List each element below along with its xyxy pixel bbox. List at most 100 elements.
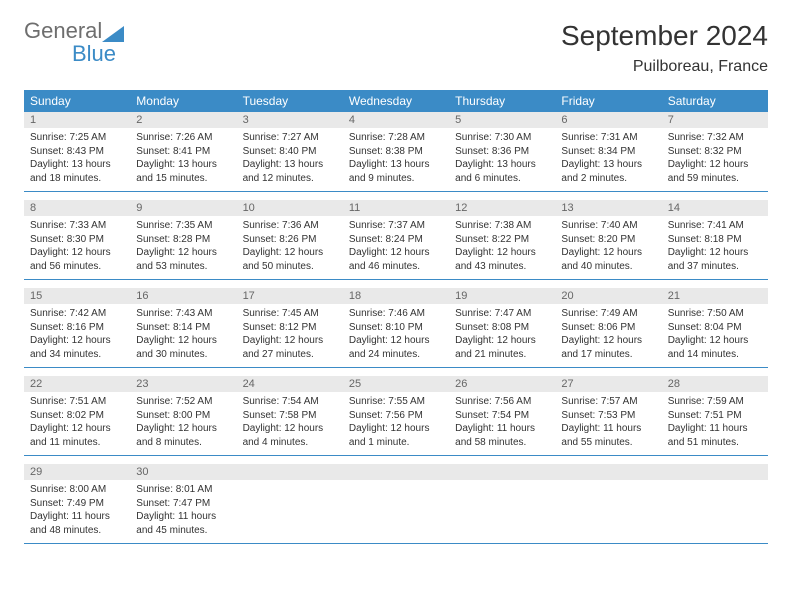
sunrise-text: Sunrise: 8:00 AM bbox=[30, 483, 124, 497]
daylight-text: Daylight: 12 hours and 37 minutes. bbox=[668, 246, 762, 273]
day-number: 27 bbox=[555, 376, 661, 392]
header: General Blue September 2024 Puilboreau, … bbox=[24, 20, 768, 76]
day-cell: 29Sunrise: 8:00 AMSunset: 7:49 PMDayligh… bbox=[24, 464, 130, 543]
day-cell: 23Sunrise: 7:52 AMSunset: 8:00 PMDayligh… bbox=[130, 376, 236, 455]
day-number: 22 bbox=[24, 376, 130, 392]
day-cell bbox=[343, 464, 449, 543]
week-row: 15Sunrise: 7:42 AMSunset: 8:16 PMDayligh… bbox=[24, 288, 768, 368]
daylight-text: Daylight: 13 hours and 2 minutes. bbox=[561, 158, 655, 185]
sunrise-text: Sunrise: 7:25 AM bbox=[30, 131, 124, 145]
day-cell: 16Sunrise: 7:43 AMSunset: 8:14 PMDayligh… bbox=[130, 288, 236, 367]
day-number: 30 bbox=[130, 464, 236, 480]
day-body: Sunrise: 7:59 AMSunset: 7:51 PMDaylight:… bbox=[662, 392, 768, 455]
day-body: Sunrise: 7:30 AMSunset: 8:36 PMDaylight:… bbox=[449, 128, 555, 191]
day-number: 15 bbox=[24, 288, 130, 304]
weekday-header-row: Sunday Monday Tuesday Wednesday Thursday… bbox=[24, 90, 768, 112]
sunrise-text: Sunrise: 7:49 AM bbox=[561, 307, 655, 321]
day-body: Sunrise: 7:27 AMSunset: 8:40 PMDaylight:… bbox=[237, 128, 343, 191]
day-number-empty bbox=[449, 464, 555, 480]
daylight-text: Daylight: 12 hours and 50 minutes. bbox=[243, 246, 337, 273]
weekday-header: Monday bbox=[130, 90, 236, 112]
sunset-text: Sunset: 8:20 PM bbox=[561, 233, 655, 247]
sunrise-text: Sunrise: 7:28 AM bbox=[349, 131, 443, 145]
day-body: Sunrise: 7:26 AMSunset: 8:41 PMDaylight:… bbox=[130, 128, 236, 191]
day-body: Sunrise: 7:36 AMSunset: 8:26 PMDaylight:… bbox=[237, 216, 343, 279]
day-body: Sunrise: 7:52 AMSunset: 8:00 PMDaylight:… bbox=[130, 392, 236, 455]
day-body: Sunrise: 7:37 AMSunset: 8:24 PMDaylight:… bbox=[343, 216, 449, 279]
week-row: 8Sunrise: 7:33 AMSunset: 8:30 PMDaylight… bbox=[24, 200, 768, 280]
daylight-text: Daylight: 12 hours and 11 minutes. bbox=[30, 422, 124, 449]
day-body: Sunrise: 7:33 AMSunset: 8:30 PMDaylight:… bbox=[24, 216, 130, 279]
day-body: Sunrise: 7:49 AMSunset: 8:06 PMDaylight:… bbox=[555, 304, 661, 367]
sunrise-text: Sunrise: 7:51 AM bbox=[30, 395, 124, 409]
daylight-text: Daylight: 12 hours and 59 minutes. bbox=[668, 158, 762, 185]
logo-triangle-icon bbox=[102, 26, 124, 42]
sunset-text: Sunset: 8:24 PM bbox=[349, 233, 443, 247]
day-cell bbox=[555, 464, 661, 543]
day-cell: 26Sunrise: 7:56 AMSunset: 7:54 PMDayligh… bbox=[449, 376, 555, 455]
daylight-text: Daylight: 13 hours and 12 minutes. bbox=[243, 158, 337, 185]
day-cell: 24Sunrise: 7:54 AMSunset: 7:58 PMDayligh… bbox=[237, 376, 343, 455]
daylight-text: Daylight: 11 hours and 45 minutes. bbox=[136, 510, 230, 537]
day-number: 16 bbox=[130, 288, 236, 304]
day-cell: 11Sunrise: 7:37 AMSunset: 8:24 PMDayligh… bbox=[343, 200, 449, 279]
daylight-text: Daylight: 12 hours and 14 minutes. bbox=[668, 334, 762, 361]
day-body: Sunrise: 7:46 AMSunset: 8:10 PMDaylight:… bbox=[343, 304, 449, 367]
daylight-text: Daylight: 12 hours and 27 minutes. bbox=[243, 334, 337, 361]
day-body: Sunrise: 7:35 AMSunset: 8:28 PMDaylight:… bbox=[130, 216, 236, 279]
daylight-text: Daylight: 12 hours and 21 minutes. bbox=[455, 334, 549, 361]
calendar: Sunday Monday Tuesday Wednesday Thursday… bbox=[24, 90, 768, 544]
sunrise-text: Sunrise: 7:40 AM bbox=[561, 219, 655, 233]
sunset-text: Sunset: 8:34 PM bbox=[561, 145, 655, 159]
day-body: Sunrise: 7:54 AMSunset: 7:58 PMDaylight:… bbox=[237, 392, 343, 455]
logo-word1: General bbox=[24, 18, 102, 43]
day-cell: 10Sunrise: 7:36 AMSunset: 8:26 PMDayligh… bbox=[237, 200, 343, 279]
day-cell: 27Sunrise: 7:57 AMSunset: 7:53 PMDayligh… bbox=[555, 376, 661, 455]
daylight-text: Daylight: 12 hours and 8 minutes. bbox=[136, 422, 230, 449]
daylight-text: Daylight: 11 hours and 48 minutes. bbox=[30, 510, 124, 537]
day-cell: 30Sunrise: 8:01 AMSunset: 7:47 PMDayligh… bbox=[130, 464, 236, 543]
sunset-text: Sunset: 7:51 PM bbox=[668, 409, 762, 423]
daylight-text: Daylight: 12 hours and 43 minutes. bbox=[455, 246, 549, 273]
sunset-text: Sunset: 7:56 PM bbox=[349, 409, 443, 423]
day-cell: 15Sunrise: 7:42 AMSunset: 8:16 PMDayligh… bbox=[24, 288, 130, 367]
sunset-text: Sunset: 7:53 PM bbox=[561, 409, 655, 423]
day-body: Sunrise: 7:42 AMSunset: 8:16 PMDaylight:… bbox=[24, 304, 130, 367]
day-number: 25 bbox=[343, 376, 449, 392]
day-cell: 13Sunrise: 7:40 AMSunset: 8:20 PMDayligh… bbox=[555, 200, 661, 279]
sunset-text: Sunset: 8:06 PM bbox=[561, 321, 655, 335]
day-number-empty bbox=[662, 464, 768, 480]
day-cell bbox=[449, 464, 555, 543]
day-body: Sunrise: 7:41 AMSunset: 8:18 PMDaylight:… bbox=[662, 216, 768, 279]
day-number: 7 bbox=[662, 112, 768, 128]
day-body: Sunrise: 7:38 AMSunset: 8:22 PMDaylight:… bbox=[449, 216, 555, 279]
day-cell: 3Sunrise: 7:27 AMSunset: 8:40 PMDaylight… bbox=[237, 112, 343, 191]
daylight-text: Daylight: 12 hours and 30 minutes. bbox=[136, 334, 230, 361]
day-cell: 8Sunrise: 7:33 AMSunset: 8:30 PMDaylight… bbox=[24, 200, 130, 279]
sunset-text: Sunset: 8:38 PM bbox=[349, 145, 443, 159]
sunset-text: Sunset: 7:47 PM bbox=[136, 497, 230, 511]
day-cell: 22Sunrise: 7:51 AMSunset: 8:02 PMDayligh… bbox=[24, 376, 130, 455]
day-body: Sunrise: 7:28 AMSunset: 8:38 PMDaylight:… bbox=[343, 128, 449, 191]
sunset-text: Sunset: 8:04 PM bbox=[668, 321, 762, 335]
daylight-text: Daylight: 12 hours and 1 minute. bbox=[349, 422, 443, 449]
day-cell bbox=[237, 464, 343, 543]
sunset-text: Sunset: 8:41 PM bbox=[136, 145, 230, 159]
day-number: 4 bbox=[343, 112, 449, 128]
weekday-header: Tuesday bbox=[237, 90, 343, 112]
daylight-text: Daylight: 12 hours and 4 minutes. bbox=[243, 422, 337, 449]
week-row: 1Sunrise: 7:25 AMSunset: 8:43 PMDaylight… bbox=[24, 112, 768, 192]
day-number: 23 bbox=[130, 376, 236, 392]
day-number: 19 bbox=[449, 288, 555, 304]
day-number: 12 bbox=[449, 200, 555, 216]
day-body: Sunrise: 7:55 AMSunset: 7:56 PMDaylight:… bbox=[343, 392, 449, 455]
day-cell: 12Sunrise: 7:38 AMSunset: 8:22 PMDayligh… bbox=[449, 200, 555, 279]
sunset-text: Sunset: 8:43 PM bbox=[30, 145, 124, 159]
sunrise-text: Sunrise: 7:31 AM bbox=[561, 131, 655, 145]
day-number: 18 bbox=[343, 288, 449, 304]
day-number: 20 bbox=[555, 288, 661, 304]
day-body: Sunrise: 7:51 AMSunset: 8:02 PMDaylight:… bbox=[24, 392, 130, 455]
sunrise-text: Sunrise: 7:35 AM bbox=[136, 219, 230, 233]
day-cell: 5Sunrise: 7:30 AMSunset: 8:36 PMDaylight… bbox=[449, 112, 555, 191]
daylight-text: Daylight: 12 hours and 56 minutes. bbox=[30, 246, 124, 273]
